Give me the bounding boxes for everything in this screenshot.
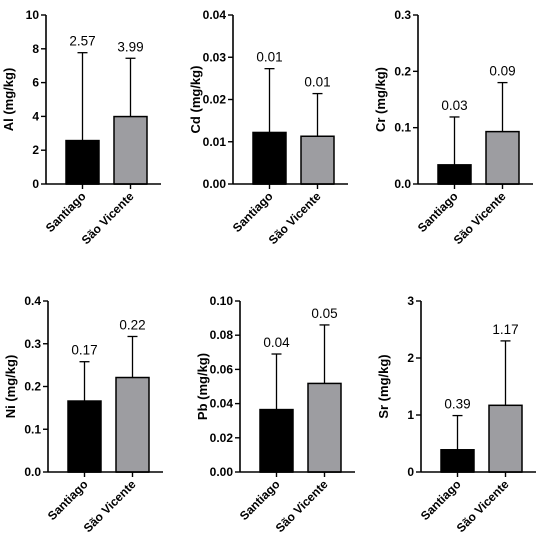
bar-sao-vicente — [485, 130, 520, 185]
y-tick-label: 0 — [407, 465, 414, 479]
bar-sao-vicente — [488, 404, 523, 473]
x-tick-label: São Vicente — [451, 189, 509, 247]
data-label: 3.99 — [117, 39, 143, 54]
data-label: 2.57 — [69, 34, 95, 49]
bar-santiago — [437, 164, 472, 185]
data-label: 0.05 — [311, 306, 337, 321]
data-label: 0.17 — [71, 343, 97, 358]
x-tick-label: São Vicente — [454, 477, 512, 535]
y-tick-label: 0 — [32, 177, 39, 191]
y-tick-label: 0.00 — [210, 465, 234, 479]
y-axis-label: Al (mg/kg) — [1, 68, 16, 132]
data-label: 0.39 — [444, 397, 470, 412]
y-tick-label: 0.08 — [210, 328, 234, 342]
x-tick-label: São Vicente — [81, 477, 139, 535]
y-tick-label: 0.1 — [24, 422, 41, 436]
y-tick-label: 3 — [407, 294, 414, 308]
bar-santiago — [65, 139, 100, 185]
y-tick-label: 0.1 — [394, 121, 411, 135]
y-tick-label: 0.06 — [210, 362, 234, 376]
y-tick-label: 4 — [32, 109, 39, 123]
y-tick-label: 6 — [32, 76, 39, 90]
y-axis-label: Cr (mg/kg) — [373, 67, 388, 132]
y-tick-label: 1 — [407, 408, 414, 422]
chart-panel-3: 0.0 0.1 0.2 0.3 Cr (mg/kg) 0.03 Santiago 0.09 Sã… — [373, 8, 533, 247]
x-tick-label: Santiago — [45, 477, 91, 523]
y-tick-label: 10 — [26, 8, 40, 22]
data-label: 0.03 — [441, 98, 467, 113]
y-tick-label: 8 — [32, 42, 39, 56]
y-tick-label: 0.0 — [394, 177, 411, 191]
y-tick-label: 0.04 — [203, 8, 227, 22]
bar-santiago — [259, 408, 294, 473]
bar-sao-vicente — [115, 376, 150, 473]
data-label: 0.01 — [304, 75, 330, 90]
chart-panel-4: 0.0 0.1 0.2 0.3 0.4 Ni (mg/kg) 0.17 Santiago 0.2… — [3, 294, 163, 535]
bar-santiago — [440, 449, 475, 473]
y-tick-label: 0.01 — [203, 135, 227, 149]
y-tick-label: 0.02 — [203, 93, 227, 107]
chart-panel-1: 0 2 4 6 8 10 Al (mg/kg) 2.57 Santiago 3.99 São Vic… — [1, 8, 161, 247]
x-tick-label: São Vicente — [79, 189, 137, 247]
data-label: 0.04 — [263, 335, 290, 350]
bar-sao-vicente — [113, 115, 148, 185]
data-label: 0.09 — [489, 64, 515, 79]
y-tick-label: 0.02 — [210, 431, 234, 445]
data-label: 1.17 — [492, 322, 518, 337]
bar-santiago — [252, 131, 287, 185]
y-tick-label: 0.2 — [24, 380, 41, 394]
x-tick-label: Santiago — [237, 477, 283, 523]
data-label: 0.01 — [256, 50, 282, 65]
x-tick-label: São Vicente — [266, 189, 324, 247]
y-tick-label: 0.0 — [24, 465, 41, 479]
y-tick-label: 0.2 — [394, 64, 411, 78]
x-tick-label: São Vicente — [273, 477, 331, 535]
bar-santiago — [67, 400, 102, 473]
data-label: 0.22 — [119, 317, 145, 332]
y-axis-label: Sr (mg/kg) — [376, 354, 391, 418]
x-tick-label: Santiago — [415, 189, 461, 235]
y-tick-label: 0.3 — [24, 337, 41, 351]
bar-sao-vicente — [307, 382, 342, 473]
bar-sao-vicente — [300, 135, 335, 185]
y-tick-label: 0.10 — [210, 294, 234, 308]
y-tick-label: 2 — [407, 351, 414, 365]
chart-panel-6: 0 1 2 3 Sr (mg/kg) 0.39 Santiago 1.17 São Vicent… — [376, 294, 536, 535]
y-tick-label: 0.4 — [24, 294, 41, 308]
y-axis-label: Cd (mg/kg) — [188, 66, 203, 134]
y-tick-label: 0.00 — [203, 177, 227, 191]
x-tick-label: Santiago — [418, 477, 464, 523]
x-tick-label: Santiago — [230, 189, 276, 235]
y-tick-label: 0.3 — [394, 8, 411, 22]
x-tick-label: Santiago — [43, 189, 89, 235]
y-axis-label: Pb (mg/kg) — [195, 353, 210, 420]
y-tick-label: 2 — [32, 143, 39, 157]
y-tick-label: 0.04 — [210, 397, 234, 411]
y-tick-label: 0.03 — [203, 50, 227, 64]
y-axis-label: Ni (mg/kg) — [3, 355, 18, 419]
